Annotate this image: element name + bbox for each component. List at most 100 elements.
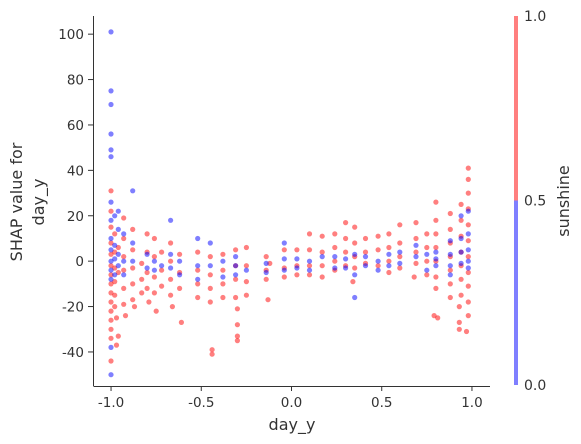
scatter-point [144, 251, 150, 257]
scatter-point [447, 281, 453, 287]
scatter-point [263, 254, 269, 260]
scatter-point [108, 224, 114, 230]
scatter-point [332, 265, 338, 271]
scatter-point [447, 294, 453, 301]
scatter-point [233, 263, 239, 269]
scatter-point [146, 299, 152, 305]
scatter-point [424, 267, 430, 273]
scatter-point [144, 265, 150, 271]
scatter-point [108, 29, 114, 35]
x-tick-label: -1.0 [98, 395, 124, 411]
scatter-point [121, 231, 127, 237]
scatter-point [220, 281, 226, 287]
scatter-point [220, 251, 226, 257]
scatter-point [265, 297, 271, 303]
scatter-point [121, 254, 127, 260]
scatter-point [169, 304, 175, 310]
scatter-point [233, 247, 239, 253]
scatter-point [112, 292, 118, 298]
scatter-point [130, 281, 136, 287]
scatter-point [144, 269, 150, 276]
scatter-point [465, 269, 471, 276]
scatter-point [294, 272, 300, 278]
scatter-point [112, 213, 118, 219]
scatter-point [319, 233, 325, 239]
x-tick-label: 0.5 [371, 395, 392, 411]
scatter-point [465, 165, 471, 171]
scatter-point [151, 267, 157, 273]
scatter-point [234, 322, 240, 328]
scatter-point [121, 215, 127, 221]
scatter-point [207, 263, 213, 269]
scatter-point [465, 231, 471, 237]
scatter-point [456, 326, 462, 332]
scatter-point [207, 240, 213, 246]
y-tick-label: 100 [58, 27, 84, 43]
scatter-point [108, 344, 114, 350]
scatter-point [397, 254, 403, 260]
scatter-point [108, 101, 114, 108]
scatter-point [108, 154, 114, 160]
x-axis-title: day_y [269, 415, 316, 435]
scatter-point [115, 251, 121, 257]
scatter-point [108, 247, 114, 253]
scatter-point [207, 299, 213, 305]
scatter-point [130, 265, 136, 271]
scatter-point [433, 274, 439, 280]
scatter-point [177, 258, 183, 264]
scatter-point [159, 283, 165, 289]
scatter-point [352, 294, 358, 301]
scatter-point [108, 335, 114, 341]
scatter-point [294, 256, 300, 262]
scatter-point [233, 254, 239, 260]
scatter-point [352, 265, 358, 271]
scatter-point [397, 222, 403, 228]
scatter-point [121, 258, 127, 264]
scatter-point [195, 249, 201, 255]
scatter-point [113, 315, 120, 321]
scatter-point [386, 269, 392, 276]
scatter-point [159, 249, 165, 255]
scatter-point [352, 272, 358, 278]
scatter-point [306, 272, 313, 278]
scatter-point [458, 292, 464, 298]
scatter-point [413, 242, 419, 248]
scatter-point [465, 176, 471, 182]
scatter-point [121, 272, 127, 278]
scatter-point [243, 267, 249, 273]
scatter-point [433, 217, 439, 223]
scatter-point [413, 260, 419, 266]
scatter-point [168, 276, 174, 282]
scatter-point [130, 258, 136, 264]
scatter-point [413, 249, 419, 255]
scatter-point [195, 263, 201, 269]
colorbar-tick-label: 0.0 [524, 378, 546, 394]
scatter-point [151, 258, 157, 264]
scatter-point [433, 256, 439, 262]
scatter-point [306, 263, 313, 269]
scatter-point [458, 276, 464, 282]
x-tick-label: 1.0 [461, 395, 482, 411]
scatter-point [195, 276, 201, 282]
scatter-point [447, 272, 453, 278]
scatter-point [263, 269, 269, 276]
scatter-point [458, 201, 464, 207]
y-tick-label: 20 [67, 209, 84, 225]
scatter-point [168, 217, 174, 223]
scatter-point [195, 235, 201, 242]
scatter-point [139, 290, 145, 296]
scatter-point [456, 319, 462, 325]
y-tick-label: 60 [67, 118, 84, 134]
scatter-point [352, 224, 358, 230]
scatter-point [207, 272, 213, 278]
scatter-point [122, 313, 129, 319]
scatter-point [144, 285, 150, 291]
scatter-point [447, 210, 453, 217]
colorbar-tick-label: 0.5 [524, 194, 546, 210]
scatter-point [121, 285, 127, 291]
scatter-point [375, 247, 381, 253]
scatter-point [343, 235, 349, 242]
scatter-point [375, 233, 381, 239]
scatter-point [465, 208, 471, 214]
scatter-point [424, 272, 430, 278]
